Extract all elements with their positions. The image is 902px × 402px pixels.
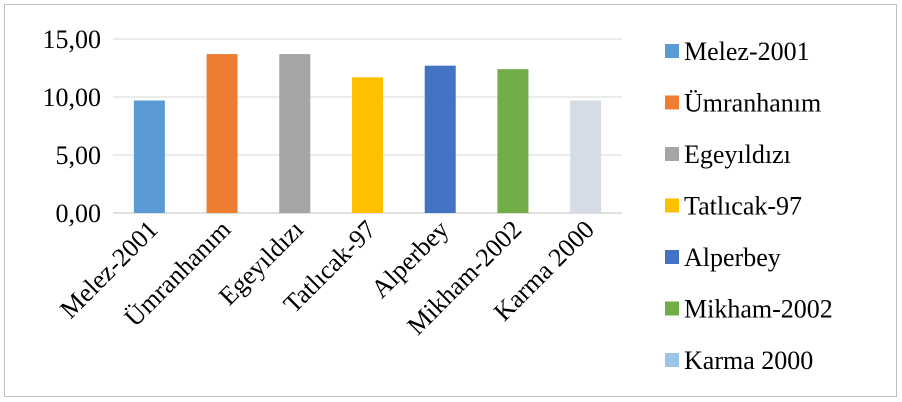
bar-1 <box>133 100 165 213</box>
legend-swatch <box>665 198 679 213</box>
x-axis-ticks: Melez-2001ÜmranhanımEgeyıldızıTatlıcak-9… <box>54 215 600 341</box>
bar-7 <box>570 100 602 213</box>
legend-swatch <box>665 353 679 367</box>
bars <box>133 54 602 214</box>
legend-label: Ümranhanım <box>684 89 821 118</box>
legend-swatch <box>665 301 679 316</box>
legend: Melez-2001 Ümranhanım Egeyıldızı Tatlıcak-9… <box>665 37 833 375</box>
y-tick-label: 15,00 <box>43 25 102 54</box>
bar-5 <box>424 65 456 214</box>
legend-label: Karma 2000 <box>684 346 813 375</box>
legend-swatch <box>665 44 679 58</box>
bar-3 <box>279 54 311 213</box>
legend-swatch <box>665 147 679 161</box>
legend-label: Alperbey <box>684 243 781 272</box>
legend-swatch <box>665 250 679 264</box>
y-axis-ticks: 0,00 5,00 10,00 15,00 <box>43 25 102 228</box>
y-tick-label: 10,00 <box>43 83 102 112</box>
y-tick-label: 0,00 <box>56 199 102 228</box>
legend-swatch <box>665 95 679 110</box>
legend-label: Egeyıldızı <box>684 140 791 169</box>
y-tick-label: 5,00 <box>56 141 102 170</box>
bar-2 <box>206 54 238 213</box>
bar-6 <box>497 69 529 213</box>
bar-4 <box>352 77 383 213</box>
legend-label: Tatlıcak-97 <box>684 192 802 221</box>
legend-label: Melez-2001 <box>684 37 810 66</box>
legend-label: Mikham-2002 <box>684 295 833 324</box>
